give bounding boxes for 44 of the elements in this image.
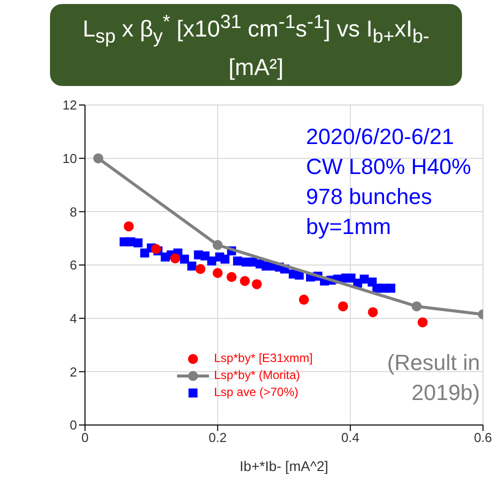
y-tick-label: 4 [70,310,77,326]
point [233,256,242,266]
point [93,153,104,164]
point [207,256,216,266]
point [240,276,250,286]
y-tick-label: 12 [62,98,77,113]
point [212,240,223,250]
point [418,317,428,328]
legend-label: Lsp*by* [E31xmm] [214,350,313,367]
point [134,238,143,248]
x-tick-label: 0 [81,430,89,446]
point [150,244,161,254]
point [195,264,206,274]
point [412,301,422,312]
chart-title: L$_{sp}$ x β$_{y}$$^{*}$ [x10$^{31}$ cm$^{-1}$s$^{-1}$] vs I$_{b+}$xI$_{b-}$[mA²] [82,12,430,80]
x-axis-title: Ib+*Ib- [mA^2] [240,458,328,474]
point [212,268,223,278]
annotation: 2020/6/20-6/21 [306,123,456,151]
point [298,294,309,305]
y-tick-label: 10 [62,150,77,166]
x-tick-label: 0.4 [341,430,360,446]
point [338,301,348,312]
point [180,254,189,264]
point [140,248,150,258]
legend-label: Lsp*by* (Morita) [214,367,300,384]
point [252,279,262,290]
point [220,254,230,264]
y-tick-label: 2 [70,364,77,380]
y-tick-label: 6 [70,258,77,273]
point [170,253,180,264]
point [386,284,396,293]
x-tick-label: 0.2 [208,430,227,446]
annotation: (Result in 2019b) [386,349,480,407]
point [124,221,134,232]
annotation: 978 bunches [306,183,433,211]
annotation: by=1mm [306,213,392,241]
y-tick-label: 8 [70,204,77,220]
y-tick-label: 0 [70,418,77,433]
point [368,307,378,318]
annotation: CW L80% H40% [306,153,472,181]
point [226,272,237,282]
x-tick-label: 0.6 [474,430,492,446]
legend-label: Lsp ave (>70%) [214,384,298,401]
point [187,262,196,271]
